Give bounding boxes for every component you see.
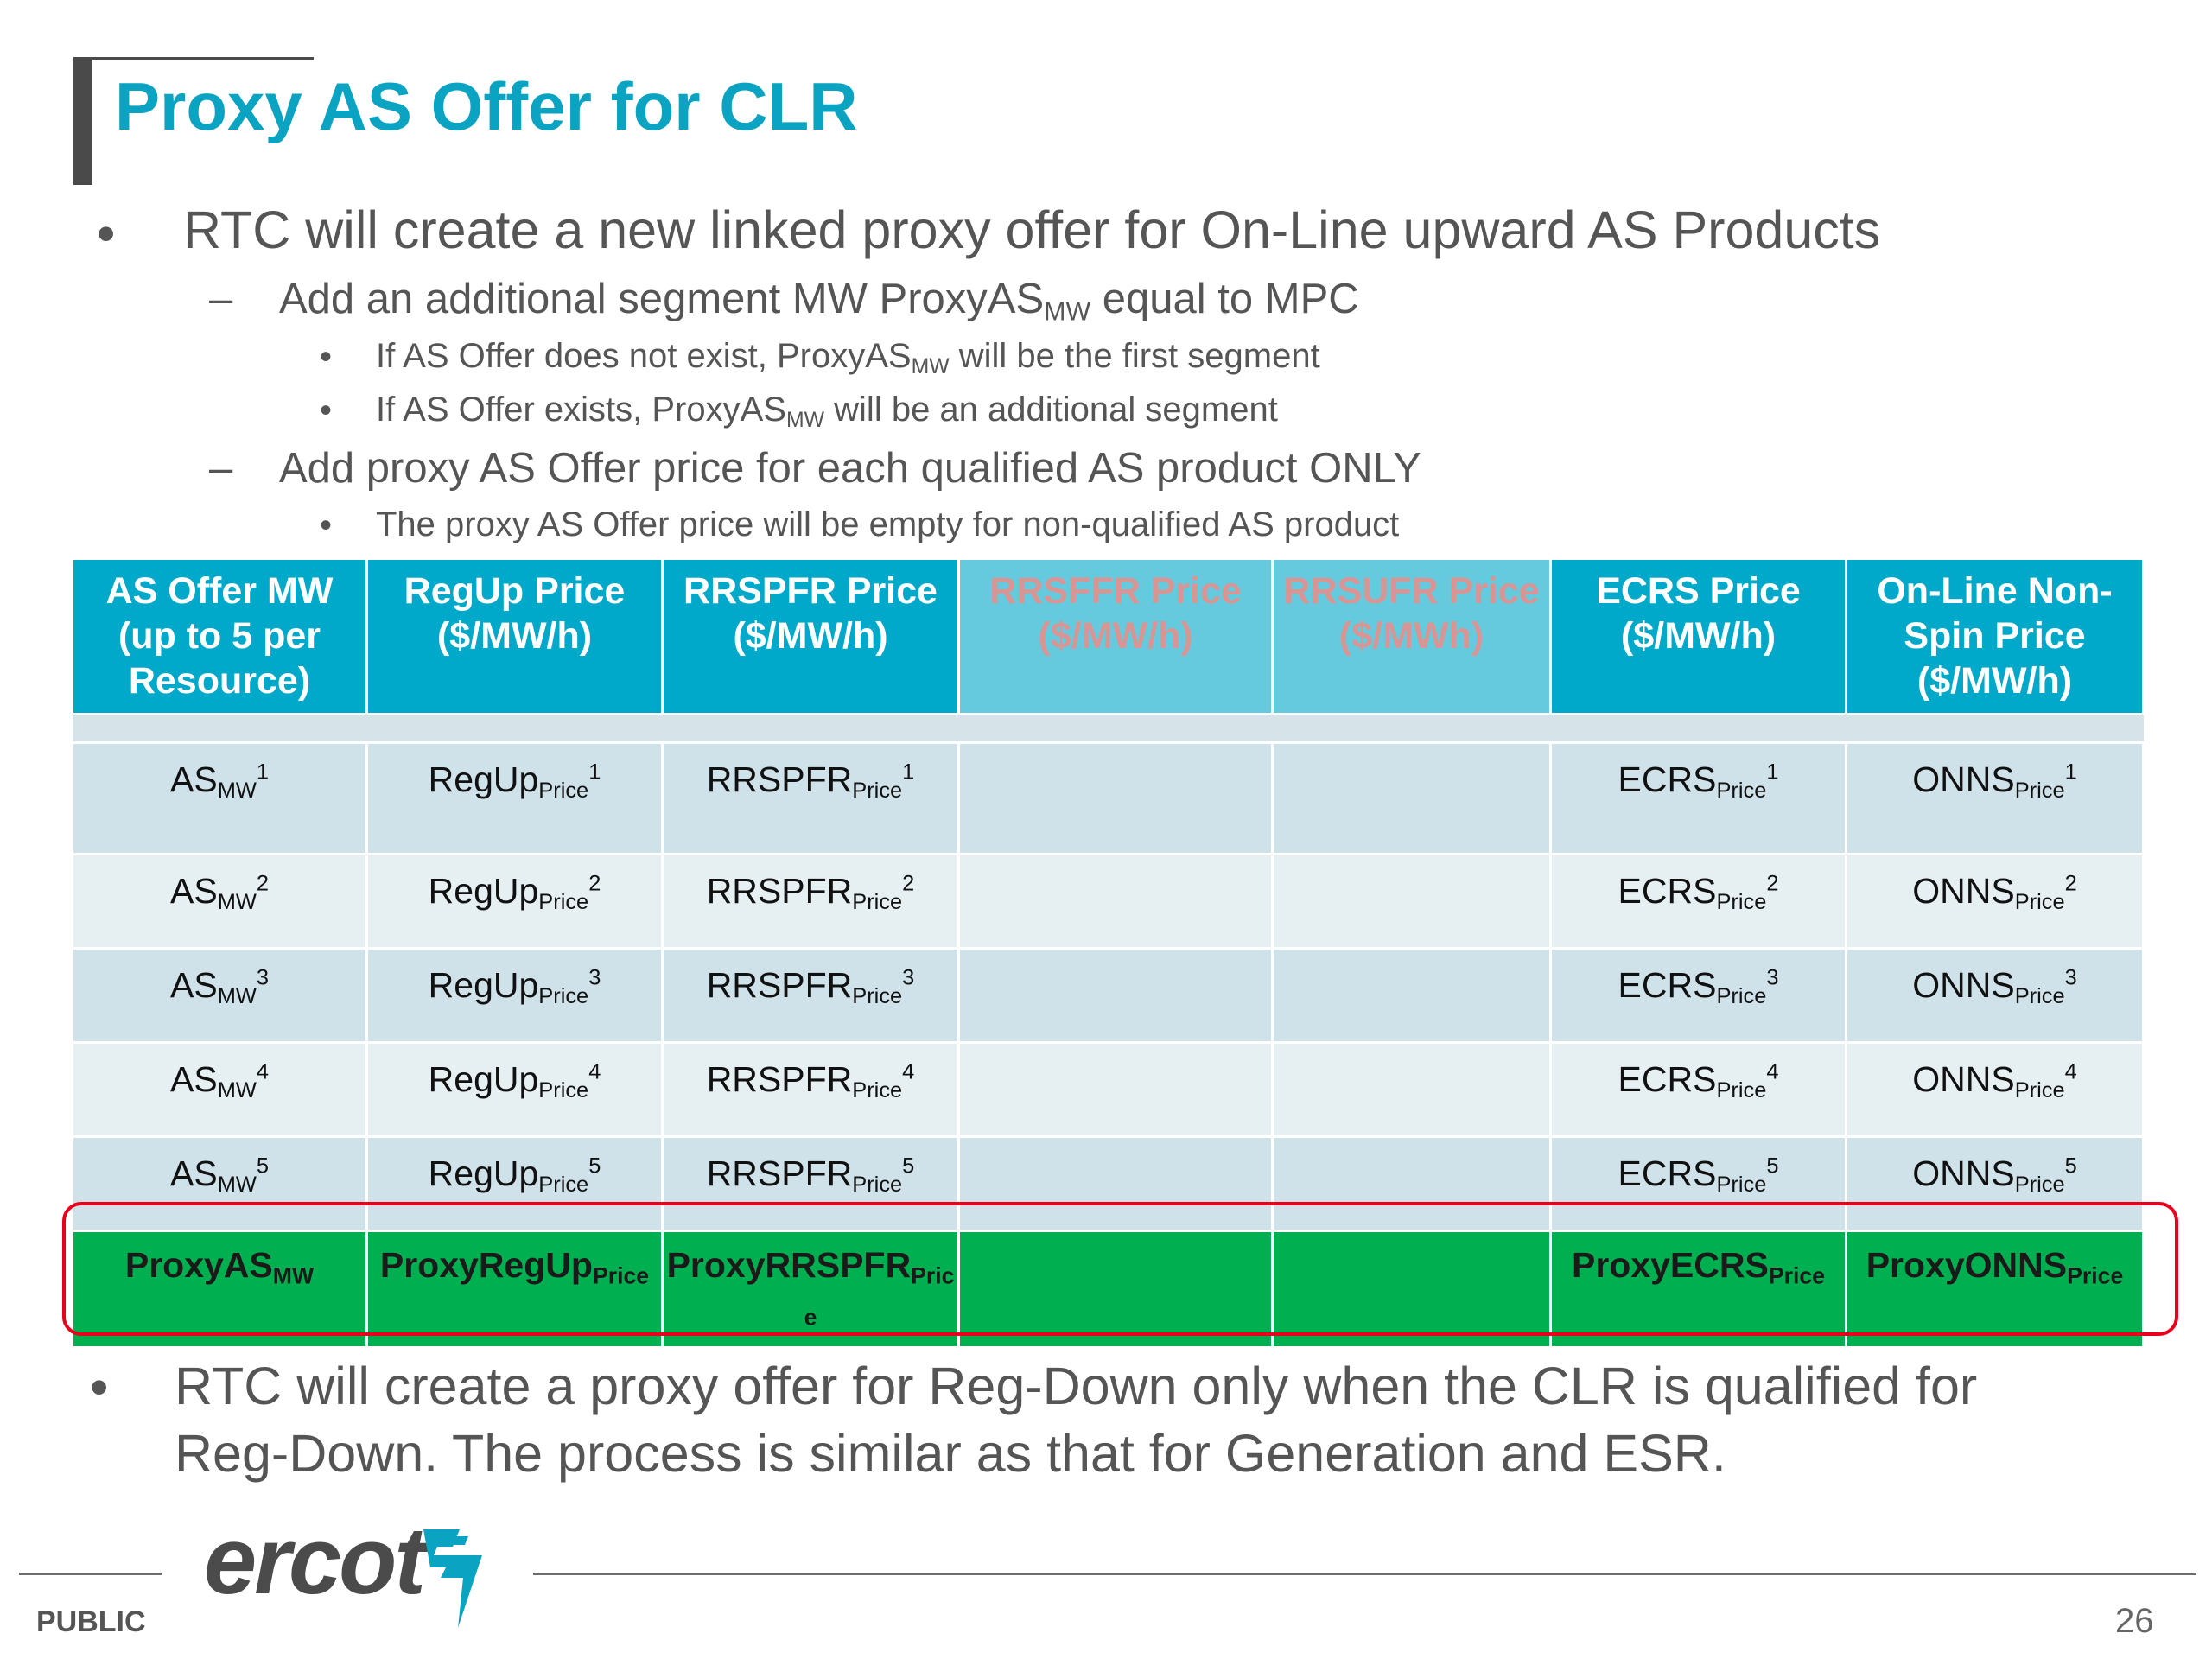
page-number: 26 [2115, 1602, 2154, 1640]
table-header-row: AS Offer MW (up to 5 per Resource) RegUp… [71, 557, 2145, 715]
cell-as-mw: ASMW3 [71, 947, 368, 1044]
cell-rrsffr-empty [957, 1041, 1274, 1138]
cell-regup-price: RegUpPrice2 [365, 853, 664, 950]
cell-rrspfr-price: RRSPFRPrice3 [661, 947, 960, 1044]
bullet-1-text: RTC will create a new linked proxy offer… [183, 200, 1881, 259]
bullet-1-1-1-text: If AS Offer does not exist, ProxyASMW wi… [376, 337, 1320, 378]
cell-proxy-rrspfr-price: ProxyRRSPFRPrice [661, 1230, 960, 1349]
ercot-logo-icon [423, 1529, 482, 1628]
header-rrsffr-price: RRSFFR Price ($/MW/h) [957, 557, 1274, 715]
ercot-logo-text: ercot [204, 1508, 426, 1614]
table-row: ASMW1 RegUpPrice1 RRSPFRPrice1 ECRSPrice… [71, 741, 2145, 855]
table-row: ASMW5 RegUpPrice5 RRSPFRPrice5 ECRSPrice… [71, 1135, 2145, 1232]
bullet-marker: • [320, 338, 333, 376]
bullet-1-2-text: Add proxy AS Offer price for each qualif… [279, 445, 1421, 492]
bullet-2-line-2: Reg-Down. The process is similar as that… [175, 1424, 1726, 1483]
cell-rrsffr-empty [957, 947, 1274, 1044]
cell-regup-price: RegUpPrice5 [365, 1135, 664, 1232]
bullet-1-1-2-text: If AS Offer exists, ProxyASMW will be an… [376, 391, 1278, 432]
cell-proxy-onns-price: ProxyONNSPrice [1845, 1230, 2145, 1349]
cell-rrspfr-price: RRSPFRPrice4 [661, 1041, 960, 1138]
cell-rrsufr-empty [1271, 741, 1552, 855]
cell-rrspfr-price: RRSPFRPrice2 [661, 853, 960, 950]
cell-rrsufr-empty [1271, 1041, 1552, 1138]
as-offer-table: AS Offer MW (up to 5 per Resource) RegUp… [71, 557, 2145, 1349]
bullet-marker: • [320, 506, 333, 544]
cell-ecrs-price: ECRSPrice2 [1549, 853, 1847, 950]
cell-rrsufr-empty [1271, 853, 1552, 950]
cell-rrsufr-empty [1271, 947, 1552, 1044]
cell-as-mw: ASMW4 [71, 1041, 368, 1138]
cell-ecrs-price: ECRSPrice3 [1549, 947, 1847, 1044]
header-regup-price: RegUp Price ($/MW/h) [365, 557, 664, 715]
cell-proxy-ecrs-price: ProxyECRSPrice [1549, 1230, 1847, 1349]
title-accent-bar [73, 57, 92, 185]
cell-ecrs-price: ECRSPrice4 [1549, 1041, 1847, 1138]
cell-rrsffr-empty [957, 853, 1274, 950]
cell-regup-price: RegUpPrice1 [365, 741, 664, 855]
bullet-1-2-1-text: The proxy AS Offer price will be empty f… [376, 505, 1400, 543]
cell-proxy-rrsffr-empty [957, 1230, 1274, 1349]
cell-rrsufr-empty [1271, 1135, 1552, 1232]
bullet-marker: • [90, 1357, 109, 1416]
cell-onns-price: ONNSPrice5 [1845, 1135, 2145, 1232]
cell-rrspfr-price: RRSPFRPrice5 [661, 1135, 960, 1232]
cell-onns-price: ONNSPrice3 [1845, 947, 2145, 1044]
cell-rrspfr-price: RRSPFRPrice1 [661, 741, 960, 855]
cell-as-mw: ASMW1 [71, 741, 368, 855]
header-as-offer-mw: AS Offer MW (up to 5 per Resource) [71, 557, 368, 715]
proxy-row-highlight [62, 1202, 2178, 1336]
header-rrspfr-price: RRSPFR Price ($/MW/h) [661, 557, 960, 715]
bullet-marker: • [97, 204, 116, 263]
cell-ecrs-price: ECRSPrice1 [1549, 741, 1847, 855]
footer-rule-left [19, 1573, 162, 1575]
cell-as-mw: ASMW5 [71, 1135, 368, 1232]
table-spacer [72, 714, 2144, 743]
bullet-2-line-1: RTC will create a proxy offer for Reg-Do… [175, 1357, 1978, 1415]
bullet-1-1-text: Add an additional segment MW ProxyASMW e… [279, 276, 1359, 327]
table-row: ASMW3 RegUpPrice3 RRSPFRPrice3 ECRSPrice… [71, 947, 2145, 1044]
header-ecrs-price: ECRS Price ($/MW/h) [1549, 557, 1847, 715]
cell-onns-price: ONNSPrice2 [1845, 853, 2145, 950]
classification-label: PUBLIC [36, 1605, 146, 1638]
cell-proxy-regup-price: ProxyRegUpPrice [365, 1230, 664, 1349]
cell-rrsffr-empty [957, 1135, 1274, 1232]
cell-rrsffr-empty [957, 741, 1274, 855]
table-row: ASMW4 RegUpPrice4 RRSPFRPrice4 ECRSPrice… [71, 1041, 2145, 1138]
cell-ecrs-price: ECRSPrice5 [1549, 1135, 1847, 1232]
title-accent-top [73, 57, 314, 60]
slide-title: Proxy AS Offer for CLR [115, 68, 858, 144]
cell-regup-price: RegUpPrice4 [365, 1041, 664, 1138]
dash-marker: – [209, 445, 233, 492]
cell-proxy-as-mw: ProxyASMW [71, 1230, 368, 1349]
cell-regup-price: RegUpPrice3 [365, 947, 664, 1044]
footer-rule-right [533, 1573, 2196, 1575]
cell-onns-price: ONNSPrice1 [1845, 741, 2145, 855]
cell-as-mw: ASMW2 [71, 853, 368, 950]
proxy-offer-row: ProxyASMW ProxyRegUpPrice ProxyRRSPFRPri… [71, 1230, 2145, 1349]
header-onns-price: On-Line Non-Spin Price ($/MW/h) [1845, 557, 2145, 715]
cell-onns-price: ONNSPrice4 [1845, 1041, 2145, 1138]
table-row: ASMW2 RegUpPrice2 RRSPFRPrice2 ECRSPrice… [71, 853, 2145, 950]
dash-marker: – [209, 276, 233, 322]
cell-proxy-rrsufr-empty [1271, 1230, 1552, 1349]
bullet-marker: • [320, 391, 333, 429]
header-rrsufr-price: RRSUFR Price ($/MWh) [1271, 557, 1552, 715]
